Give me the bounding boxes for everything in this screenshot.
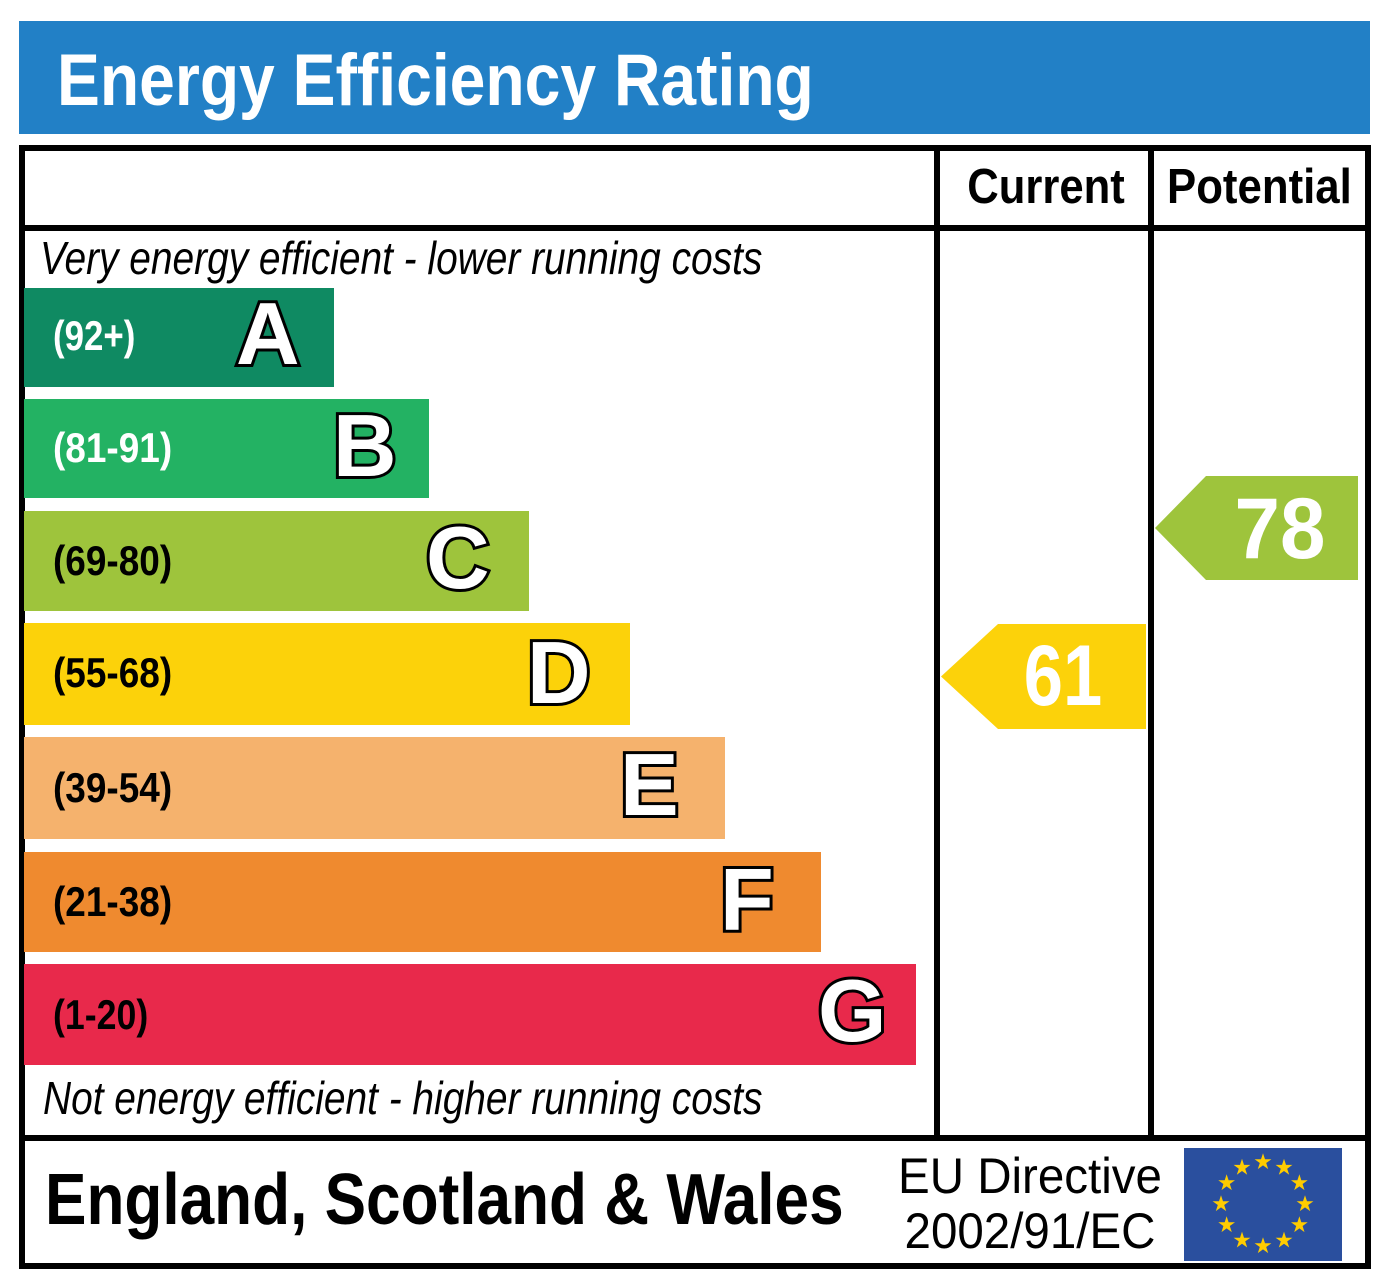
svg-text:78: 78 [1235, 480, 1326, 576]
svg-text:61: 61 [1024, 627, 1102, 723]
